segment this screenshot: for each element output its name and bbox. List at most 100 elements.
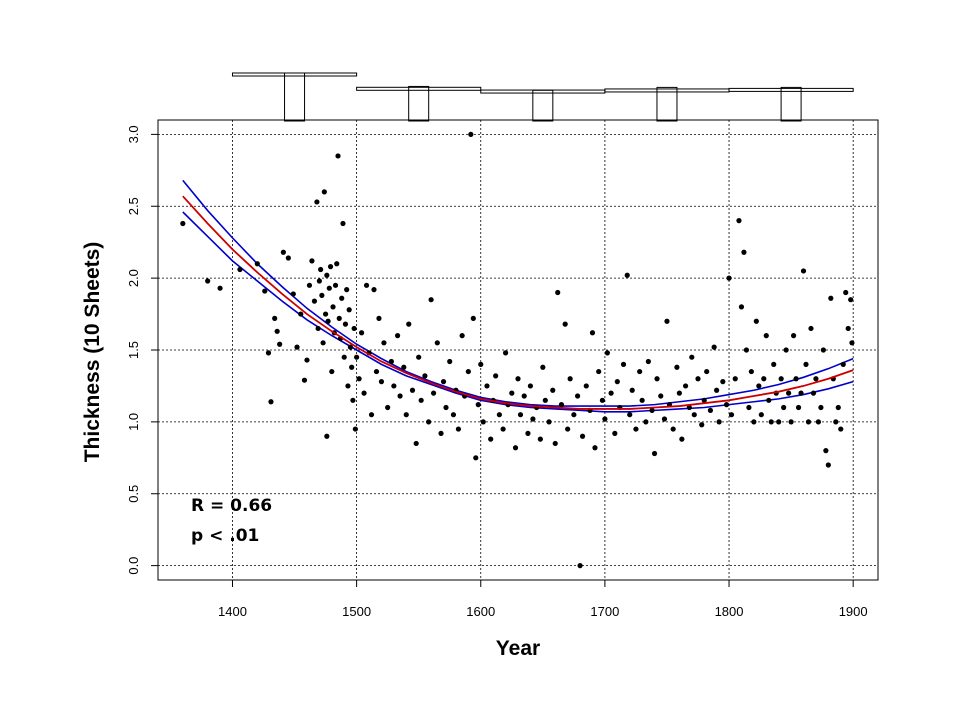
data-point (637, 368, 643, 375)
data-point (776, 419, 782, 425)
data-point (341, 354, 347, 360)
data-point (552, 440, 558, 447)
data-point (334, 261, 340, 267)
data-point (391, 383, 397, 389)
data-point (614, 379, 620, 385)
data-point (443, 404, 449, 411)
data-point (579, 433, 586, 439)
y-tick-label: 3.0 (126, 125, 141, 143)
data-point (732, 376, 738, 382)
data-point (322, 311, 329, 317)
data-point (326, 285, 332, 291)
data-point (781, 404, 787, 411)
data-point (309, 258, 315, 264)
data-point (810, 390, 817, 396)
data-point (473, 455, 479, 461)
data-point (493, 373, 499, 379)
top-bin-box (532, 89, 554, 122)
data-point (848, 297, 854, 303)
data-point (756, 383, 762, 389)
data-point (716, 419, 722, 425)
data-point (347, 344, 354, 350)
data-point (555, 289, 561, 296)
data-point (496, 412, 502, 418)
data-point (649, 407, 655, 413)
ci-lower-line (182, 211, 854, 413)
data-point (786, 390, 792, 396)
top-bin-bar (356, 86, 482, 91)
data-point (525, 430, 531, 436)
data-point (627, 412, 633, 418)
data-point (345, 383, 351, 389)
data-point (358, 330, 365, 336)
data-point (373, 368, 380, 375)
data-point (254, 261, 260, 267)
data-point (502, 350, 509, 356)
data-point (346, 307, 352, 313)
data-point (205, 278, 211, 284)
data-point (530, 416, 536, 422)
data-point (277, 341, 283, 347)
data-point (378, 379, 385, 385)
data-point (790, 333, 797, 339)
data-point (318, 266, 324, 273)
data-point (654, 376, 660, 382)
annotation-r-value: R = 0.66 (191, 496, 272, 516)
data-point (761, 376, 767, 382)
data-point (311, 298, 318, 304)
data-point (664, 318, 670, 324)
data-point (849, 340, 855, 346)
data-point (686, 404, 692, 411)
data-point (314, 199, 320, 205)
data-point (629, 387, 635, 393)
y-tick-label: 0.5 (126, 485, 141, 503)
data-point (711, 344, 717, 350)
confidence-band (182, 179, 854, 413)
data-point (815, 419, 822, 425)
top-bin-box (284, 72, 306, 122)
data-point (633, 426, 639, 432)
data-point (455, 426, 462, 432)
top-bin-boxes (231, 72, 854, 122)
data-point (180, 220, 186, 227)
data-point (645, 358, 651, 365)
data-point (843, 289, 849, 296)
fit-line (182, 195, 854, 410)
x-axis-ticks: 1400 1500 1600 1700 1800 1900 (218, 580, 868, 619)
data-point (565, 426, 571, 432)
data-point (736, 218, 742, 224)
data-point (825, 462, 831, 468)
data-point (674, 364, 680, 370)
data-point (571, 412, 577, 418)
data-point (741, 249, 747, 255)
data-point (500, 426, 506, 432)
data-point (426, 419, 432, 425)
data-point (401, 364, 407, 370)
data-point (371, 287, 377, 293)
data-point (450, 412, 457, 418)
data-point (422, 373, 428, 379)
data-point (540, 364, 546, 370)
y-axis-title: Thickness (10 Sheets) (81, 242, 104, 463)
data-point (599, 397, 606, 403)
data-point (376, 315, 382, 321)
data-point (298, 311, 304, 317)
data-point (339, 295, 345, 301)
data-point (608, 390, 614, 396)
data-point (335, 153, 341, 159)
data-point (430, 390, 437, 396)
annotation-p-value: p < .01 (191, 526, 259, 546)
data-point (285, 255, 291, 261)
data-point (574, 393, 581, 399)
data-point (344, 287, 350, 293)
data-point (418, 397, 424, 403)
x-tick-label: 1500 (342, 604, 371, 619)
data-point (726, 275, 732, 281)
y-tick-label: 1.5 (126, 341, 141, 359)
top-bin-bar (604, 88, 730, 93)
data-point (468, 131, 474, 137)
data-point (480, 419, 486, 425)
data-point (321, 189, 327, 195)
data-point (604, 350, 610, 356)
